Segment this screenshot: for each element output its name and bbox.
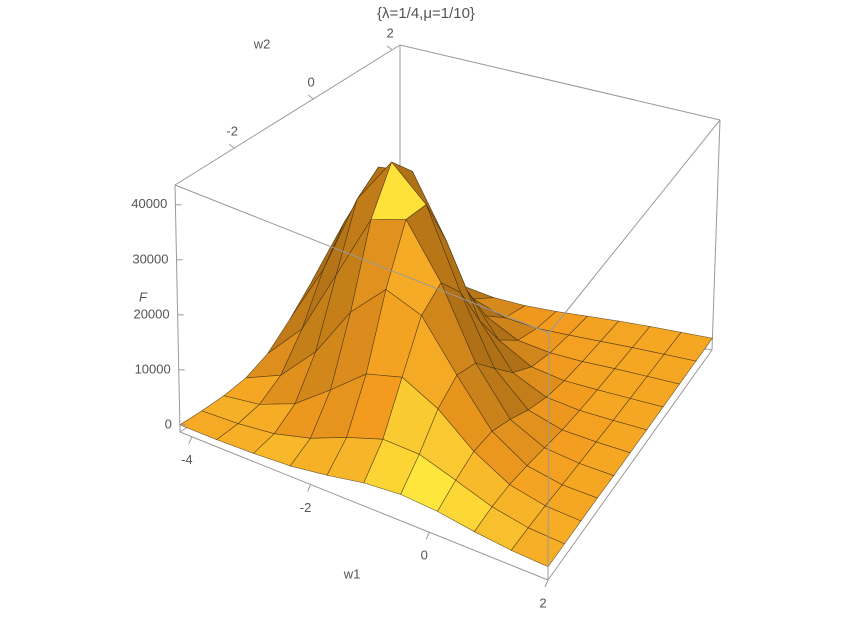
- box-edge: [547, 332, 550, 581]
- box-edge: [548, 119, 721, 334]
- x-tick-label: 2: [539, 595, 546, 610]
- x-tick: [188, 436, 193, 444]
- z-tick-label: 30000: [132, 251, 168, 266]
- y-axis-label: w2: [253, 36, 271, 51]
- z-tick-label: 0: [165, 416, 172, 431]
- x-tick-label: -4: [181, 452, 193, 467]
- box-edge: [711, 119, 721, 351]
- y-tick-label: 2: [386, 25, 393, 40]
- z-axis-label: F: [139, 289, 148, 304]
- y-tick-label: -2: [226, 124, 238, 139]
- chart-title: {λ=1/4,μ=1/10}: [377, 5, 475, 22]
- box-edge: [179, 431, 549, 581]
- x-tick-label: -2: [300, 500, 312, 515]
- y-tick-label: 0: [308, 74, 315, 89]
- z-tick-label: 40000: [131, 196, 167, 211]
- z-tick-label: 20000: [133, 306, 169, 321]
- box-edge: [547, 349, 713, 581]
- y-tick: [307, 94, 314, 100]
- x-tick: [544, 579, 549, 588]
- box-edge: [174, 44, 401, 186]
- box-edge: [174, 184, 550, 334]
- box-edge: [174, 184, 181, 433]
- box-edge: [399, 44, 721, 121]
- y-tick: [228, 143, 235, 149]
- x-axis-label: w1: [343, 566, 361, 581]
- x-tick-label: 0: [421, 548, 428, 563]
- surface-patch: [510, 527, 565, 568]
- x-tick: [425, 532, 430, 540]
- y-tick: [386, 45, 393, 51]
- z-tick-label: 10000: [135, 361, 171, 376]
- x-tick: [307, 484, 312, 492]
